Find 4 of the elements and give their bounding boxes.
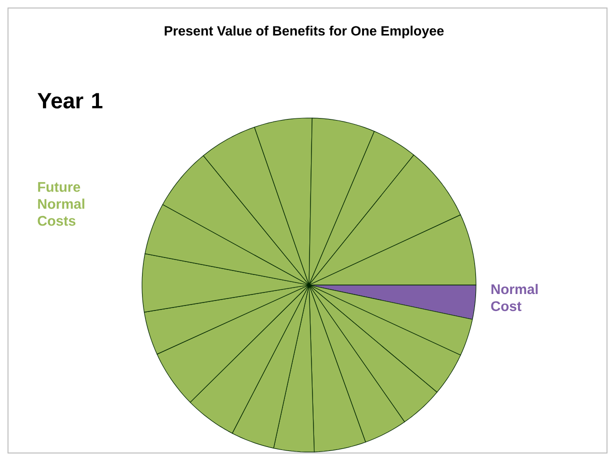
slice-label: Normal Cost [491, 284, 538, 312]
chart-title: Present Value of Benefits for One Employee [164, 26, 444, 38]
text: Year 1 [38, 93, 102, 108]
text: Future Normal Costs [38, 182, 84, 226]
